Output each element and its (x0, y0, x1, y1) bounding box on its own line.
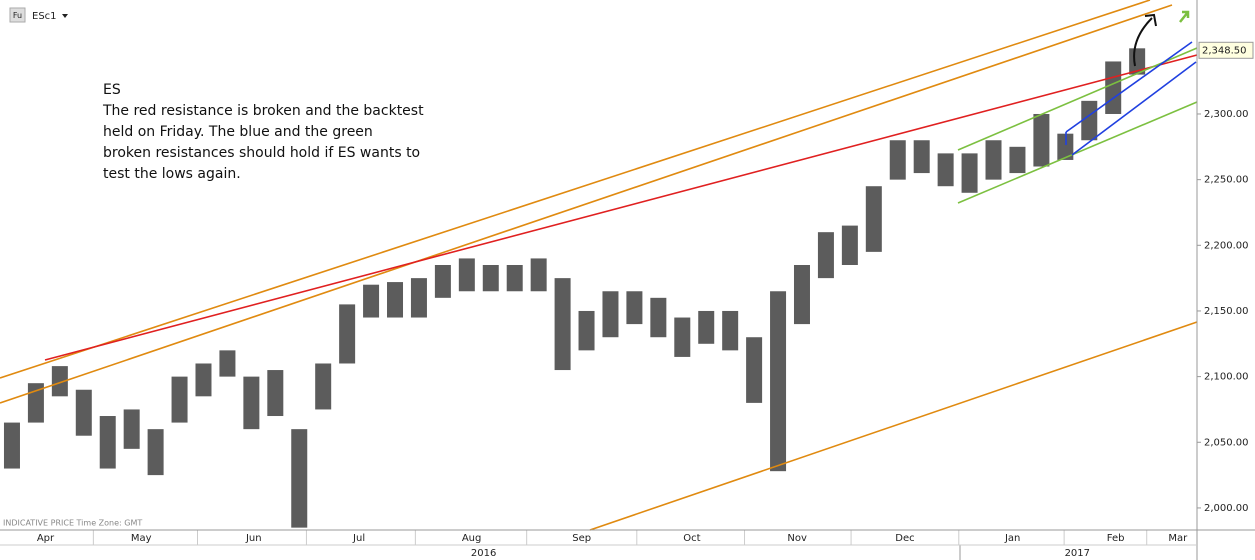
orange-channel (589, 321, 1198, 531)
price-bar (482, 265, 499, 292)
price-bar (746, 337, 763, 403)
x-tick-label: Dec (895, 533, 914, 544)
y-tick-label: 2,000.00 (1204, 503, 1249, 514)
x-tick-label: Mar (1168, 533, 1188, 544)
green-channel (957, 47, 1198, 151)
price-bar (817, 232, 834, 279)
x-tick-label: Nov (787, 533, 807, 544)
year-label: 2016 (471, 548, 496, 559)
y-tick-label: 2,200.00 (1204, 240, 1249, 251)
price-bar (578, 310, 595, 351)
y-tick-label: 2,150.00 (1204, 306, 1249, 317)
blue-line (1071, 61, 1197, 156)
red-resistance (44, 54, 1198, 361)
price-bar (530, 258, 547, 292)
price-bar (99, 416, 116, 469)
annotation-line: The red resistance is broken and the bac… (102, 103, 424, 119)
price-bar (674, 317, 691, 357)
price-bar (27, 383, 44, 423)
blue-line (1065, 41, 1193, 133)
price-bar (434, 265, 451, 298)
price-bar (195, 363, 212, 397)
axes: 2,000.00 2,050.00 2,100.00 2,150.00 2,200.00… (37, 41, 1254, 560)
y-tick-label: 2,300.00 (1204, 109, 1249, 120)
price-tag (1198, 41, 1254, 59)
annotation-line: broken resistances should hold if ES wan… (103, 145, 420, 161)
price-bar (267, 370, 284, 417)
price-bar (219, 350, 236, 377)
price-bar (1033, 113, 1050, 167)
price-bar (554, 278, 571, 371)
price-bar (363, 284, 380, 318)
orange-channel (0, 0, 1151, 379)
price-bar (339, 304, 356, 364)
price-bar (410, 278, 427, 318)
price-bar (315, 363, 332, 410)
green-arrow (1179, 10, 1190, 23)
x-tick-label: Aug (462, 533, 482, 544)
year-label: 2017 (1065, 548, 1090, 559)
y-tick-label: 2,050.00 (1204, 437, 1249, 448)
price-bar (75, 389, 92, 436)
price-bar (722, 310, 739, 351)
annotation: ES The red resistance is broken and the b… (102, 82, 424, 182)
annotation-line: ES (103, 82, 121, 98)
price-bars (3, 48, 1146, 528)
symbol[interactable]: ESc1 (32, 11, 57, 22)
trend-lines (0, 0, 1198, 531)
price-bar (602, 291, 619, 338)
price-bar (841, 225, 858, 265)
price-bar (793, 265, 810, 325)
arrow (1133, 17, 1153, 67)
x-tick-label: Jan (1004, 533, 1020, 544)
price-bar (1057, 133, 1074, 160)
x-tick-label: Jun (245, 533, 262, 544)
price-bar (3, 422, 20, 469)
y-tick-label: 2,250.00 (1204, 175, 1249, 186)
annotation-line: test the lows again. (103, 166, 241, 182)
x-tick-label: Sep (572, 533, 591, 544)
price-bar (650, 297, 667, 338)
price-bar (387, 282, 404, 318)
price-bar (698, 310, 715, 344)
arrow-head (1144, 13, 1157, 27)
y-tick-label: 2,100.00 (1204, 372, 1249, 383)
price-bar (1105, 61, 1122, 114)
badge (9, 7, 26, 23)
price-bar (458, 258, 475, 292)
price-bar (770, 291, 787, 472)
price-bar (626, 291, 643, 325)
price-bar (985, 140, 1002, 180)
dropdown[interactable] (62, 14, 68, 18)
footer: INDICATIVE PRICE Time Zone: GMT (3, 519, 142, 528)
x-tick-label: Jul (352, 533, 365, 544)
price-bar (889, 140, 906, 180)
badge-text: Fu (13, 11, 22, 20)
orange-channel (0, 4, 1173, 404)
price-bar (171, 376, 188, 423)
price-bar (865, 186, 882, 252)
price-bar (506, 265, 523, 292)
price-bar (913, 140, 930, 174)
price-bar (147, 429, 164, 476)
price-bar (1081, 100, 1098, 141)
x-tick-label: Oct (683, 533, 700, 544)
price-bar (243, 376, 260, 430)
annotation-line: held on Friday. The blue and the green (103, 124, 373, 140)
x-tick-label: Apr (37, 533, 55, 544)
x-tick-label: Feb (1107, 533, 1125, 544)
price-bar (123, 409, 140, 449)
price-bar (51, 366, 68, 397)
price-tag-label: 2,348.50 (1202, 45, 1247, 56)
price-bar (961, 153, 978, 193)
price-bar (937, 153, 954, 187)
x-tick-label: May (131, 533, 152, 544)
green-channel (957, 101, 1198, 204)
price-bar (1009, 146, 1026, 174)
price-bar (291, 429, 308, 528)
